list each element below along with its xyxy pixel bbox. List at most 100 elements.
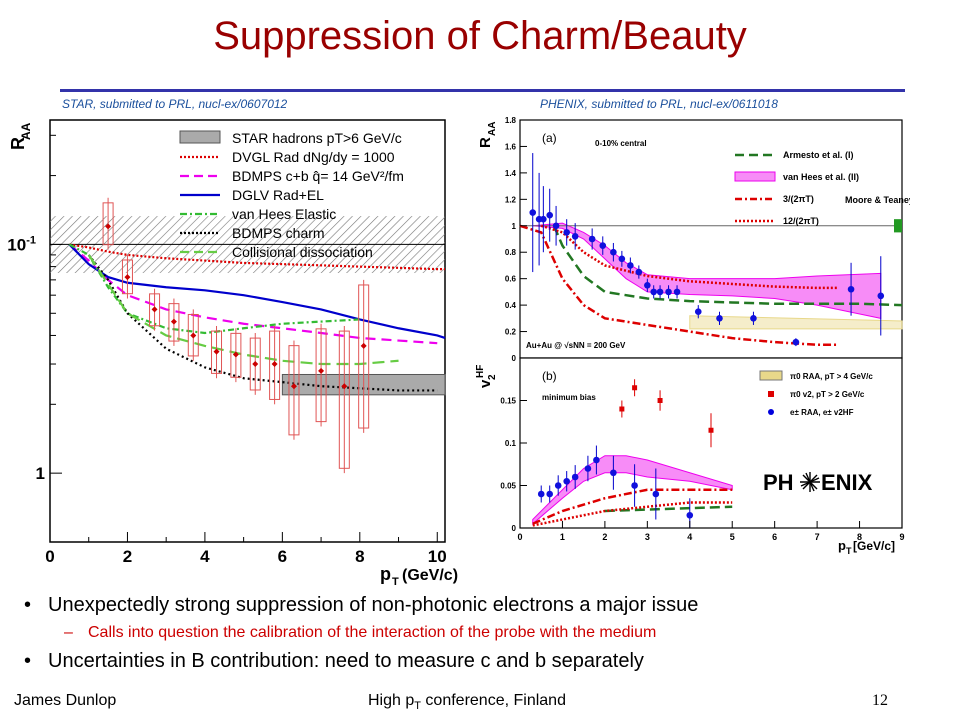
phenix-raa-sub: AA bbox=[487, 122, 498, 136]
phenix-b-point bbox=[631, 482, 638, 489]
phenix-a-point bbox=[716, 315, 723, 322]
phenix-a-point bbox=[644, 281, 651, 289]
star-point bbox=[360, 342, 367, 349]
phenix-a-point bbox=[571, 233, 579, 240]
phenix-a-point bbox=[847, 285, 855, 293]
phenix-b-y-tick-label: 0 bbox=[512, 524, 517, 533]
star-legend-label: Collisional dissociation bbox=[232, 244, 373, 260]
star-point bbox=[232, 351, 239, 358]
phenix-b-legend-swatch bbox=[768, 409, 774, 415]
phenix-b-legend-label: π0 RAA, pT > 4 GeV/c bbox=[790, 372, 873, 381]
star-point bbox=[105, 223, 112, 230]
page-number: 12 bbox=[872, 692, 888, 709]
phenix-a-point bbox=[792, 338, 800, 346]
phenix-a-y-tick-label: 1.2 bbox=[505, 195, 517, 204]
star-y-tick-label: 1 bbox=[36, 464, 45, 483]
phenix-a-y-tick-label: 0.2 bbox=[505, 328, 517, 337]
phenix-a-y-tick-label: 1.4 bbox=[505, 169, 517, 178]
phenix-b-x-tick-label: 0 bbox=[517, 532, 522, 542]
sub-bullet-calibration: Calls into question the calibration of t… bbox=[14, 620, 954, 646]
phenix-a-norm-box bbox=[894, 219, 902, 233]
phenix-x-axis-label: p bbox=[838, 538, 846, 553]
star-x-tick-label: 10 bbox=[428, 547, 447, 566]
phenix-a-point bbox=[877, 292, 885, 300]
phenix-raa-label: R bbox=[477, 137, 494, 148]
phenix-a-title: 0-10% central bbox=[595, 139, 647, 148]
phenix-a-y-tick-label: 0.6 bbox=[505, 275, 517, 284]
phenix-b-pi0-point bbox=[632, 385, 638, 391]
star-curve bbox=[68, 243, 360, 335]
phenix-b-x-tick-label: 7 bbox=[815, 532, 820, 542]
phenix-a-y-tick-label: 0.8 bbox=[505, 248, 517, 257]
phenix-b-x-tick-label: 2 bbox=[602, 532, 607, 542]
star-x-tick-label: 0 bbox=[45, 547, 54, 566]
phenix-b-x-tick-label: 3 bbox=[645, 532, 650, 542]
star-y-axis-label: R bbox=[8, 137, 28, 150]
star-legend-swatch bbox=[179, 130, 221, 144]
phenix-b-legend-label: π0 v2, pT > 2 GeV/c bbox=[790, 390, 865, 399]
phenix-b-x-tick-label: 4 bbox=[687, 532, 692, 542]
star-point bbox=[290, 383, 297, 390]
star-point bbox=[124, 274, 131, 281]
phenix-logo: PH ENIX bbox=[763, 470, 873, 495]
phenix-b-legend-label: e± RAA, e± v2HF bbox=[790, 408, 854, 417]
phenix-b-point bbox=[546, 490, 554, 498]
phenix-a-legend-label: Moore & Teaney (III) bbox=[845, 195, 910, 205]
star-point bbox=[190, 332, 197, 339]
phenix-a-point bbox=[599, 242, 607, 249]
phenix-a-point bbox=[665, 288, 672, 296]
phenix-a-point bbox=[563, 229, 570, 236]
star-y-tick-exp: -1 bbox=[26, 234, 36, 246]
phenix-b-legend-swatch bbox=[759, 370, 783, 381]
phenix-a-curve bbox=[552, 225, 903, 307]
star-x-tick-label: 8 bbox=[355, 547, 364, 566]
star-curve bbox=[68, 243, 446, 340]
phenix-a-legend-label: Armesto et al. (I) bbox=[783, 150, 854, 160]
star-curve bbox=[87, 254, 399, 366]
phenix-b-panel-label: (b) bbox=[542, 369, 557, 383]
phenix-v2-sub: 2 bbox=[487, 374, 498, 380]
phenix-a-point bbox=[635, 268, 643, 276]
phenix-a-legend-label: van Hees et al. (II) bbox=[783, 172, 859, 182]
star-raa-chart: 0 2 4 6 8 10 1 10-1 STAR hadrons pT>6 GeV/c DVGL … bbox=[7, 119, 458, 588]
phenix-a-y-tick-label: 0.4 bbox=[505, 301, 517, 310]
star-x-axis-label: p bbox=[380, 564, 391, 584]
phenix-a-band bbox=[689, 315, 903, 330]
star-point bbox=[341, 383, 348, 390]
phenix-b-point bbox=[584, 465, 592, 472]
phenix-b-legend: π0 RAA, pT > 4 GeV/c π0 v2, pT > 2 GeV/c e… bbox=[759, 370, 873, 417]
phenix-b-y-tick-label: 0.15 bbox=[500, 397, 516, 406]
phenix-a-curve bbox=[540, 224, 839, 290]
phenix-a-point bbox=[673, 288, 681, 296]
bullet-uncertainties: Uncertainties in B contribution: need to… bbox=[14, 646, 954, 676]
star-x-tick-label: 4 bbox=[200, 547, 210, 566]
phenix-b-x-tick-label: 1 bbox=[560, 532, 565, 542]
star-y-axis-sub: AA bbox=[19, 122, 33, 140]
phenix-a-point bbox=[552, 222, 560, 230]
phenix-b-y-tick-label: 0.1 bbox=[505, 439, 517, 448]
star-x-tick-label: 2 bbox=[123, 547, 132, 566]
phenix-b-y-tick-label: 0.05 bbox=[500, 482, 516, 491]
phenix-a-point bbox=[618, 255, 626, 263]
phenix-a-y-tick-label: 1.6 bbox=[505, 142, 517, 151]
phenix-b-point bbox=[593, 456, 600, 464]
phenix-b-point bbox=[571, 473, 579, 481]
phenix-a-legend-swatch bbox=[734, 171, 776, 182]
star-point bbox=[252, 361, 259, 368]
star-citation: STAR, submitted to PRL, nucl-ex/0607012 bbox=[62, 97, 288, 111]
phenix-a-point bbox=[540, 215, 547, 223]
phenix-a-point bbox=[610, 248, 617, 256]
footer-conference: High pT conference, Finland bbox=[368, 692, 566, 713]
star-point bbox=[151, 306, 158, 313]
phenix-b-x-tick-label: 6 bbox=[772, 532, 777, 542]
phenix-b-pi0-point bbox=[708, 427, 714, 433]
phenix-b-point bbox=[610, 469, 617, 477]
phenix-b-legend-swatch bbox=[768, 391, 774, 397]
star-legend-label: BDMPS c+b q̂= 14 GeV²/fm bbox=[232, 168, 404, 184]
phenix-a-point bbox=[588, 235, 596, 243]
phenix-v2-label: v bbox=[477, 379, 494, 388]
phenix-b-title: minimum bias bbox=[542, 393, 596, 402]
phenix-a-point bbox=[529, 209, 537, 216]
phenix-b-point bbox=[554, 482, 562, 489]
phenix-b-pi0-point bbox=[619, 406, 625, 412]
